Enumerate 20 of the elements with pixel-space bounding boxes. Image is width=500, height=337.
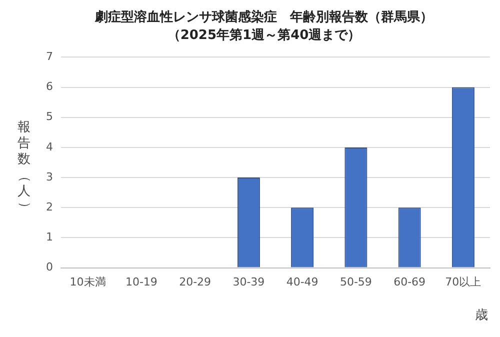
- x-tick-label: 50-59: [340, 275, 372, 288]
- chart-subtitle: （2025年第1週～第40週まで）: [167, 28, 361, 43]
- x-tick-label: 10-19: [125, 275, 158, 288]
- y-tick-label: 2: [46, 200, 53, 214]
- x-tick-label: 10未満: [70, 275, 106, 288]
- y-tick-label: 0: [46, 260, 53, 274]
- x-tick-label: 70以上: [445, 275, 482, 288]
- y-tick-label: 4: [46, 140, 53, 154]
- chart-title: 劇症型溶血性レンサ球菌感染症 年齢別報告数（群馬県）: [94, 9, 433, 26]
- x-tick-label: 30-39: [232, 275, 265, 288]
- x-axis-title: 歳: [475, 307, 488, 324]
- x-tick-label: 60-69: [394, 275, 426, 288]
- y-axis-title: 報告数（人）: [16, 120, 32, 216]
- y-tick-label: 1: [46, 230, 53, 244]
- y-tick-label: 6: [46, 80, 53, 94]
- x-tick-label: 40-49: [286, 275, 318, 288]
- y-tick-label: 3: [46, 170, 53, 184]
- y-tick-label: 5: [46, 110, 53, 124]
- y-tick-label: 7: [46, 50, 53, 64]
- x-tick-label: 20-29: [179, 275, 212, 288]
